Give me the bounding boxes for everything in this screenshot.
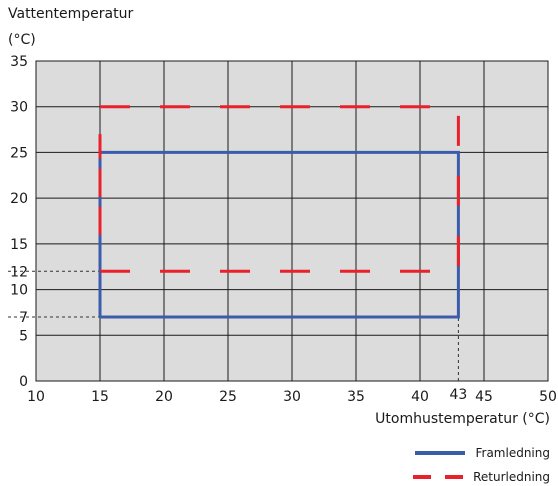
legend-swatch-dashed: [413, 475, 464, 479]
y-tick-label: 25: [10, 145, 28, 161]
x-tick-label: 40: [411, 389, 429, 405]
x-tick-label: 45: [475, 389, 493, 405]
x-tick-label: 15: [91, 389, 109, 405]
y-tick-label: 5: [19, 328, 28, 344]
x-tick-label: 30: [283, 389, 301, 405]
y-tick-label: 7: [19, 310, 28, 326]
x-tick-label: 25: [219, 389, 237, 405]
y-tick-label: 15: [10, 237, 28, 253]
x-tick-label: 43: [449, 387, 467, 403]
y-tick-label: 12: [10, 264, 28, 280]
y-tick-label: 30: [10, 100, 28, 116]
x-tick-label: 50: [539, 389, 557, 405]
y-tick-label: 10: [10, 283, 28, 299]
legend-item-framledning: Framledning: [415, 446, 550, 460]
y-axis-unit-label: (°C): [8, 32, 36, 48]
x-tick-label: 10: [27, 389, 45, 405]
y-tick-label: 35: [10, 54, 28, 70]
legend-label: Returledning: [473, 470, 550, 484]
legend-label: Framledning: [475, 446, 550, 460]
x-tick-label: 20: [155, 389, 173, 405]
y-axis-label: Vattentemperatur: [8, 6, 134, 22]
legend-swatch-solid: [415, 451, 466, 455]
x-tick-label: 35: [347, 389, 365, 405]
y-tick-label: 20: [10, 191, 28, 207]
y-tick-label: 0: [19, 374, 28, 390]
legend-item-returledning: Returledning: [413, 470, 550, 484]
x-axis-label: Utomhustemperatur (°C): [375, 411, 550, 427]
